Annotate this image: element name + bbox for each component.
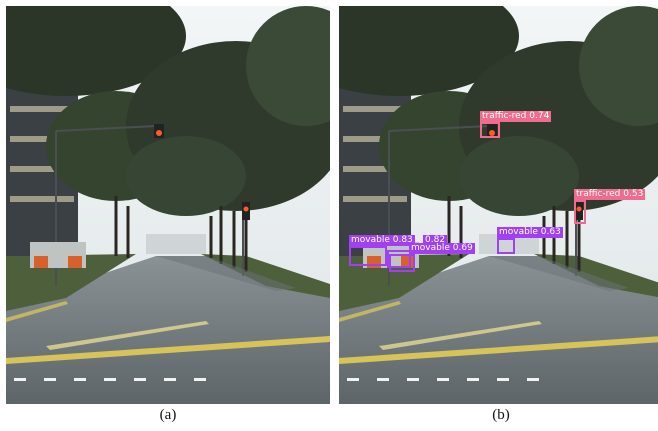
detection-label-movable: 0.82 xyxy=(423,235,448,246)
detection-label-movable: movable 0.69 xyxy=(409,243,475,254)
detection-box-traffic-red xyxy=(574,200,586,224)
caption-b: (b) xyxy=(492,407,510,423)
detection-label-movable: movable 0.63 xyxy=(497,227,563,238)
detection-box-movable xyxy=(389,254,415,272)
detection-box-traffic-red xyxy=(480,122,500,138)
image-panel-detections: traffic-red 0.74 traffic-red 0.53 movabl… xyxy=(339,6,658,404)
caption-a: (a) xyxy=(159,407,177,423)
detection-label-traffic-red: traffic-red 0.74 xyxy=(480,111,552,122)
detection-label-movable: movable 0.83 xyxy=(349,235,415,246)
image-panel-original xyxy=(6,6,330,404)
detection-box-movable xyxy=(497,238,515,254)
detection-box-movable xyxy=(387,250,411,268)
detection-box-movable xyxy=(349,246,387,266)
street-scene-photo-detected xyxy=(339,6,658,404)
street-scene-photo xyxy=(6,6,330,404)
detection-label-traffic-red: traffic-red 0.53 xyxy=(574,189,646,200)
